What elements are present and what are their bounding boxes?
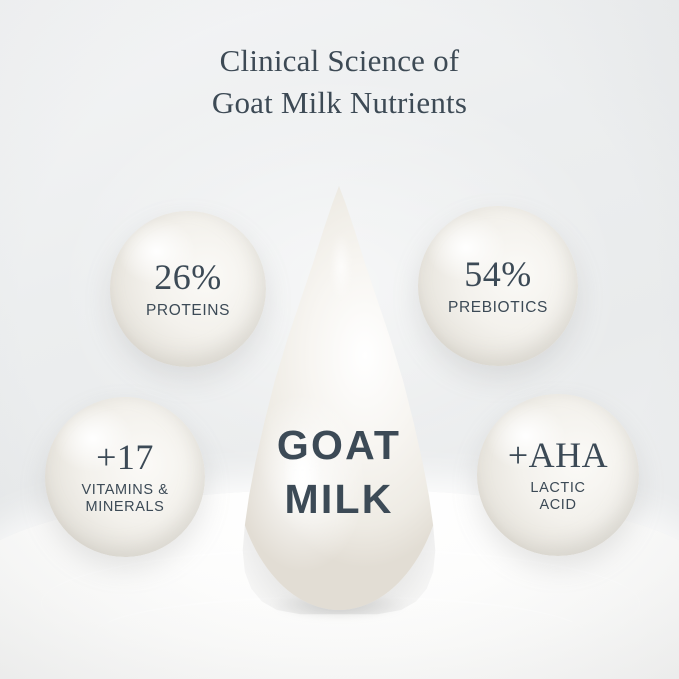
droplet-shape: [242, 186, 436, 610]
stat-value-proteins: 26%: [154, 256, 222, 297]
stat-value-vitamins: +17: [96, 437, 154, 478]
droplet-label-line-1: GOAT: [276, 422, 402, 468]
stat-caption-aha: LACTIC ACID: [530, 480, 585, 512]
page-title-line-2: Goat Milk Nutrients: [211, 84, 468, 120]
stat-value-aha: +AHA: [507, 435, 609, 476]
stat-caption-proteins: PROTEINS: [146, 302, 230, 319]
stat-caption-prebiotics: PREBIOTICS: [448, 299, 548, 316]
page-title-line-1: Clinical Science of: [219, 43, 460, 78]
stat-caption-aha-line-2: ACID: [539, 496, 577, 513]
stat-bubble-aha: +AHA LACTIC ACID: [477, 394, 639, 556]
stat-caption-aha-line-1: LACTIC: [530, 480, 586, 497]
stat-bubble-proteins: 26% PROTEINS: [110, 211, 266, 367]
droplet-label: GOAT MILK: [232, 418, 446, 526]
stat-caption-prebiotics-line-1: PREBIOTICS: [448, 298, 548, 316]
stat-caption-vitamins: VITAMINS & MINERALS: [81, 482, 168, 514]
milk-droplet: GOAT MILK: [232, 186, 446, 626]
stat-value-prebiotics: 54%: [464, 253, 532, 294]
stat-bubble-prebiotics: 54% PREBIOTICS: [418, 206, 578, 366]
stat-bubble-vitamins: +17 VITAMINS & MINERALS: [45, 397, 205, 557]
droplet-label-line-2: MILK: [284, 476, 394, 523]
stat-caption-vitamins-line-1: VITAMINS &: [81, 482, 169, 499]
stat-caption-proteins-line-1: PROTEINS: [145, 301, 231, 319]
stat-caption-vitamins-line-2: MINERALS: [85, 498, 165, 515]
page-title: Clinical Science of Goat Milk Nutrients: [0, 40, 679, 123]
